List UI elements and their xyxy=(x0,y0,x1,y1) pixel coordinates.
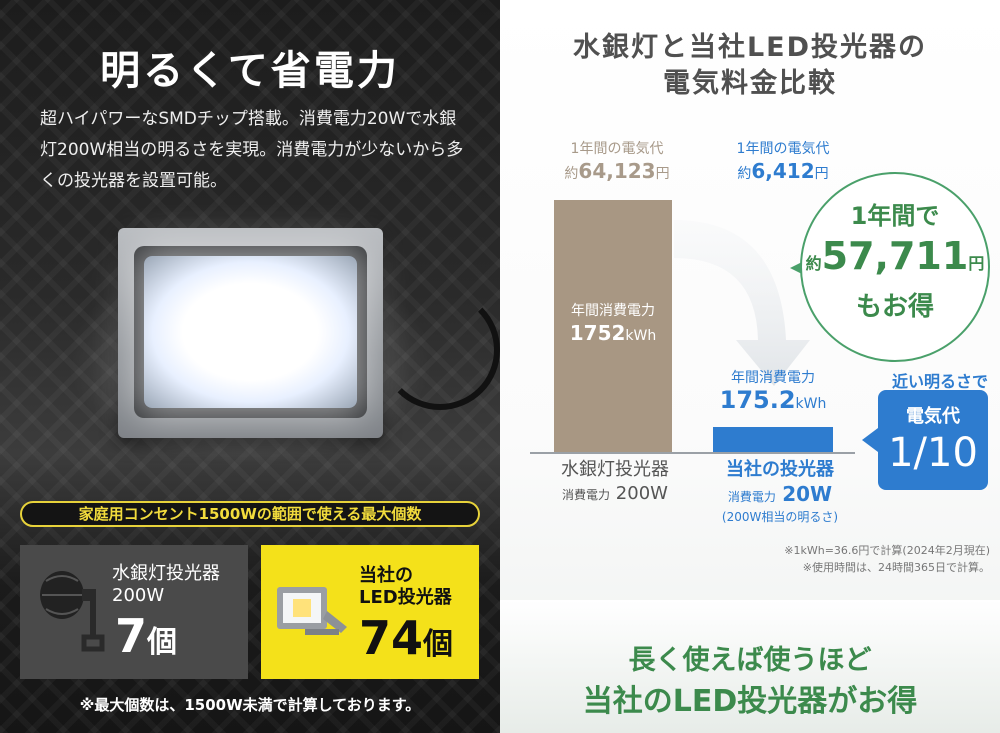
led-box-count: 74個 xyxy=(359,613,453,674)
led-box-name-line1: 当社の xyxy=(359,565,413,586)
comparison-title-line1: 水銀灯と当社LED投光器の xyxy=(572,32,928,63)
calc-note-rate: ※1kWh=36.6円で計算(2024年2月現在) xyxy=(784,544,990,557)
right-panel: 水銀灯と当社LED投光器の 電気料金比較 1年間の電気代 約64,123円 1年… xyxy=(500,0,1000,733)
led-usage-unit: kWh xyxy=(795,396,827,412)
savings-bubble: 1年間で 約57,711円 もお得 xyxy=(800,172,990,362)
mercury-usage-unit: kWh xyxy=(625,328,657,344)
mercury-product-name: 水銀灯投光器 消費電力 200W xyxy=(540,458,690,507)
mercury-cost-label: 1年間の電気代 約64,123円 xyxy=(542,138,692,185)
led-cost-caption: 1年間の電気代 xyxy=(736,141,830,157)
left-title: 明るくて省電力 xyxy=(100,48,400,94)
led-product-name: 当社の投光器 消費電力 20W (200W相当の明るさ) xyxy=(700,458,860,525)
calculation-notes: ※1kWh=36.6円で計算(2024年2月現在) ※使用時間は、24時間365… xyxy=(738,542,998,576)
led-count-unit: 個 xyxy=(423,627,454,662)
mercury-name: 水銀灯投光器 xyxy=(561,459,669,480)
mercury-power: 消費電力 200W xyxy=(540,482,690,507)
savings-line3: もお得 xyxy=(855,292,934,322)
mercury-cost-caption: 1年間の電気代 xyxy=(570,141,664,157)
ratio-badge-tail xyxy=(862,428,878,452)
comparison-title: 水銀灯と当社LED投光器の 電気料金比較 xyxy=(500,30,1000,102)
mercury-usage-value: 1752 xyxy=(569,321,626,345)
mercury-box-name-line2: 200W xyxy=(112,585,165,606)
reduction-arrow-icon xyxy=(674,220,810,386)
mercury-lamp-icon xyxy=(40,571,105,652)
savings-amount: 約57,711円 xyxy=(802,234,988,278)
led-box-name: 当社の LED投光器 xyxy=(359,565,452,609)
led-cost-value: 6,412 xyxy=(751,159,815,183)
savings-prefix: 約 xyxy=(805,254,822,273)
led-power-value: 20W xyxy=(782,482,833,506)
mercury-box-count: 7個 xyxy=(115,611,177,672)
led-cost-unit: 円 xyxy=(814,166,829,182)
led-count-box: 当社の LED投光器 74個 xyxy=(261,545,479,679)
savings-line1: 1年間で xyxy=(850,202,940,230)
floodlight-frame xyxy=(134,246,367,418)
mercury-usage-text: 年間消費電力 1752kWh xyxy=(554,300,672,347)
led-usage-value: 175.2 xyxy=(719,386,796,414)
led-usage-amount: 175.2kWh xyxy=(703,386,843,415)
led-usage-label: 年間消費電力 xyxy=(731,370,815,386)
mercury-cost-prefix: 約 xyxy=(564,166,579,182)
ratio-label: 電気代 xyxy=(906,406,960,427)
led-power: 消費電力 20W xyxy=(700,482,860,509)
led-name: 当社の投光器 xyxy=(726,459,834,480)
mercury-cost-unit: 円 xyxy=(655,166,670,182)
led-cost-prefix: 約 xyxy=(737,166,752,182)
led-cost-label: 1年間の電気代 約6,412円 xyxy=(708,138,858,185)
mercury-count-value: 7 xyxy=(115,609,148,663)
brightness-label: 近い明るさで xyxy=(891,372,988,391)
bottom-tagline-1: 長く使えば使うほど xyxy=(628,645,872,676)
chart-baseline xyxy=(530,452,855,454)
max-count-ribbon: 家庭用コンセント1500Wの範囲で使える最大個数 xyxy=(20,501,480,527)
mercury-count-box: 水銀灯投光器 200W 7個 xyxy=(20,545,248,679)
savings-unit: 円 xyxy=(968,254,985,273)
floodlight-glow xyxy=(144,256,357,408)
mercury-usage-bar xyxy=(554,200,672,452)
bottom-band xyxy=(500,600,1000,733)
led-floodlight-icon xyxy=(277,587,347,635)
left-description: 超ハイパワーなSMDチップ搭載。消費電力20Wで水銀灯200W相当の明るさを実現… xyxy=(40,109,464,191)
bottom-tagline-2: 当社のLED投光器がお得 xyxy=(582,684,918,719)
led-equivalent-note: (200W相当の明るさ) xyxy=(721,510,839,524)
ratio-value: 1/10 xyxy=(888,430,978,476)
mercury-power-label: 消費電力 xyxy=(562,488,611,502)
led-usage-text: 年間消費電力 175.2kWh xyxy=(703,367,843,415)
comparison-title-line2: 電気料金比較 xyxy=(663,68,837,99)
savings-value: 57,711 xyxy=(821,234,969,278)
mercury-count-unit: 個 xyxy=(147,625,178,660)
led-power-label: 消費電力 xyxy=(727,490,776,504)
mercury-usage-amount: 1752kWh xyxy=(554,322,672,347)
mercury-power-value: 200W xyxy=(615,483,668,504)
floodlight-image xyxy=(118,228,383,438)
led-usage-bar xyxy=(713,427,833,452)
calc-note-hours: ※使用時間は、24時間365日で計算。 xyxy=(802,561,990,574)
mercury-cost-value: 64,123 xyxy=(578,159,656,183)
led-count-value: 74 xyxy=(359,611,424,665)
floodlight-cable xyxy=(380,290,500,410)
mercury-cost-amount: 約64,123円 xyxy=(542,160,692,185)
mercury-box-name-line1: 水銀灯投光器 xyxy=(112,563,220,584)
led-box-name-line2: LED投光器 xyxy=(359,587,452,608)
mercury-usage-label: 年間消費電力 xyxy=(571,303,655,319)
ratio-badge: 電気代 1/10 xyxy=(878,390,988,490)
left-panel: 明るくて省電力 超ハイパワーなSMDチップ搭載。消費電力20Wで水銀灯200W相… xyxy=(0,0,500,733)
mercury-box-name: 水銀灯投光器 200W xyxy=(112,563,220,607)
led-cost-amount: 約6,412円 xyxy=(708,160,858,185)
left-footnote: ※最大個数は、1500W未満で計算しております。 xyxy=(79,696,421,714)
